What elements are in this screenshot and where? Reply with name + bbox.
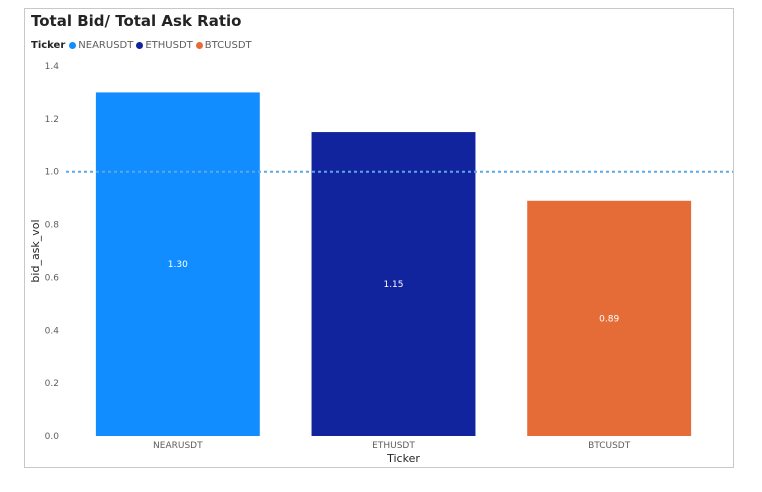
x-tick-label: BTCUSDT: [588, 441, 631, 451]
data-label: 1.30: [168, 260, 188, 270]
legend-dot-icon: [69, 42, 77, 49]
legend-dot-icon: [195, 42, 203, 49]
y-axis-title: bid_ask_vol: [29, 219, 42, 282]
bar-btcusdt[interactable]: [527, 200, 692, 436]
y-tick-label: 0.0: [45, 432, 60, 442]
y-tick-label: 0.8: [45, 221, 60, 231]
legend-item-btcusdt[interactable]: BTCUSDT: [195, 40, 252, 51]
data-label: 1.15: [383, 280, 403, 290]
chart-title: Total Bid/ Total Ask Ratio: [31, 12, 242, 30]
legend-title: Ticker: [31, 40, 66, 51]
legend-label: NEARUSDT: [78, 40, 134, 51]
bar-chart-svg: 0.0 0.2 0.4 0.6 0.8 1.0 1.2 1.4 1.30 NEARUSDT 1.15…: [29, 62, 733, 465]
y-tick-label: 0.6: [45, 273, 60, 283]
legend-item-ethusdt[interactable]: ETHUSDT: [136, 40, 193, 51]
chart-visual[interactable]: Total Bid/ Total Ask Ratio Ticker NEARUS…: [24, 8, 734, 468]
legend-item-nearusdt[interactable]: NEARUSDT: [69, 40, 133, 51]
x-axis-title: Ticker: [386, 452, 420, 465]
y-tick-label: 1.2: [45, 115, 59, 125]
legend-dot-icon: [136, 42, 144, 49]
y-tick-label: 0.4: [45, 326, 60, 336]
bar-nearusdt[interactable]: [95, 92, 260, 436]
legend-label: BTCUSDT: [204, 40, 252, 51]
y-tick-label: 1.4: [45, 62, 60, 72]
data-label: 0.89: [599, 314, 619, 324]
legend: Ticker NEARUSDT ETHUSDT BTCUSDT: [31, 40, 255, 51]
y-tick-label: 1.0: [45, 168, 60, 178]
y-tick-label: 0.2: [45, 379, 59, 389]
legend-label: ETHUSDT: [145, 40, 193, 51]
x-tick-label: ETHUSDT: [372, 441, 415, 451]
bar-ethusdt[interactable]: [311, 132, 476, 437]
x-tick-label: NEARUSDT: [153, 441, 203, 451]
